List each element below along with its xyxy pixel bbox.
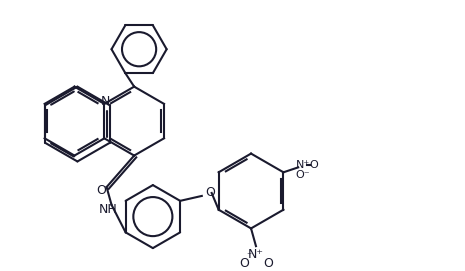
Text: O: O xyxy=(310,160,319,170)
Text: N: N xyxy=(100,95,110,108)
Text: N⁺: N⁺ xyxy=(296,160,310,170)
Text: O: O xyxy=(96,183,106,196)
Text: ⁻: ⁻ xyxy=(246,251,252,261)
Text: O: O xyxy=(205,186,215,199)
Text: N⁺: N⁺ xyxy=(248,247,264,260)
Text: NH: NH xyxy=(99,203,118,216)
Text: O⁻: O⁻ xyxy=(296,170,311,180)
Text: O: O xyxy=(239,257,249,270)
Text: O: O xyxy=(263,257,272,270)
